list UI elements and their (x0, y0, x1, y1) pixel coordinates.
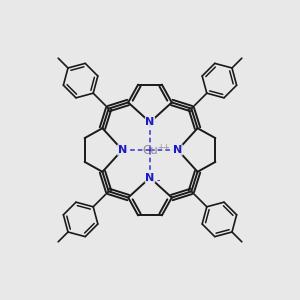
Text: ++: ++ (158, 142, 170, 152)
Text: Cu: Cu (142, 143, 158, 157)
Text: N: N (146, 117, 154, 127)
Text: N: N (118, 145, 127, 155)
Text: N: N (146, 173, 154, 183)
Text: -: - (156, 175, 160, 185)
Text: N: N (173, 145, 182, 155)
